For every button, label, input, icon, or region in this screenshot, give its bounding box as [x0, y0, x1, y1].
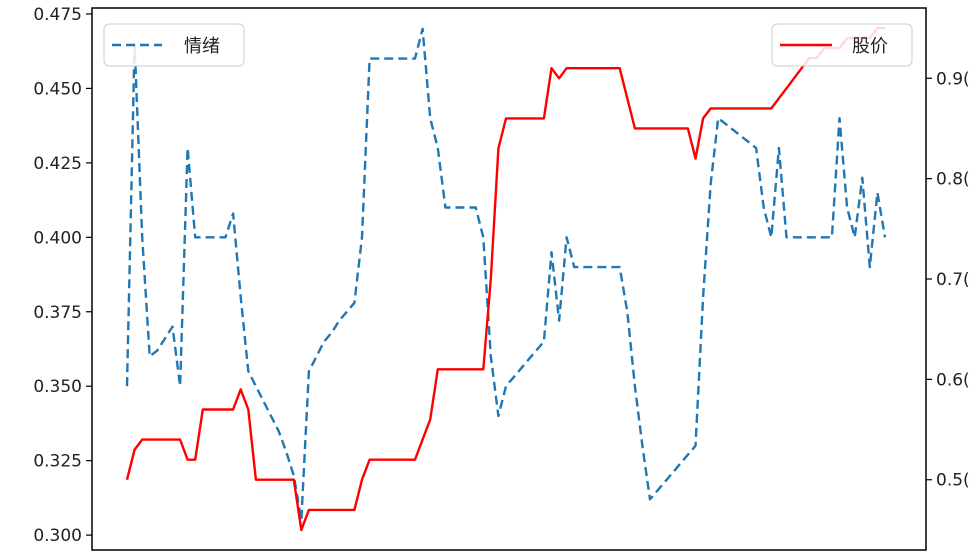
left-tick-label: 0.475 — [33, 5, 82, 25]
right-y-axis: 0.5( 0.6( 0.7( 0.8( 0.9( — [926, 69, 970, 491]
left-tick-label: 0.450 — [33, 79, 82, 99]
left-tick-label: 0.375 — [33, 303, 82, 323]
left-tick-label: 0.350 — [33, 377, 82, 397]
plot-frame — [91, 7, 927, 551]
legend-price: 股价 — [771, 23, 913, 67]
series-line-sentiment — [125, 27, 887, 522]
plot-area — [125, 26, 887, 532]
right-tick-label: 0.9( — [936, 69, 970, 89]
legend-sentiment-label: 情绪 — [184, 36, 220, 57]
legend-price-label: 股价 — [852, 36, 888, 57]
right-tick-label: 0.6( — [936, 370, 970, 390]
right-tick-label: 0.7( — [936, 270, 970, 290]
right-tick-label: 0.8( — [936, 170, 970, 190]
left-tick-label: 0.325 — [33, 452, 82, 472]
legend-sentiment: 情绪 — [103, 23, 245, 67]
left-tick-label: 0.425 — [33, 154, 82, 174]
series-line-price — [125, 26, 885, 532]
right-tick-label: 0.5( — [936, 471, 970, 491]
left-tick-label: 0.400 — [33, 228, 82, 248]
left-y-axis: 0.300 0.325 0.350 0.375 0.400 0.425 0.450 0.475 — [33, 5, 92, 546]
left-tick-label: 0.300 — [33, 526, 82, 546]
